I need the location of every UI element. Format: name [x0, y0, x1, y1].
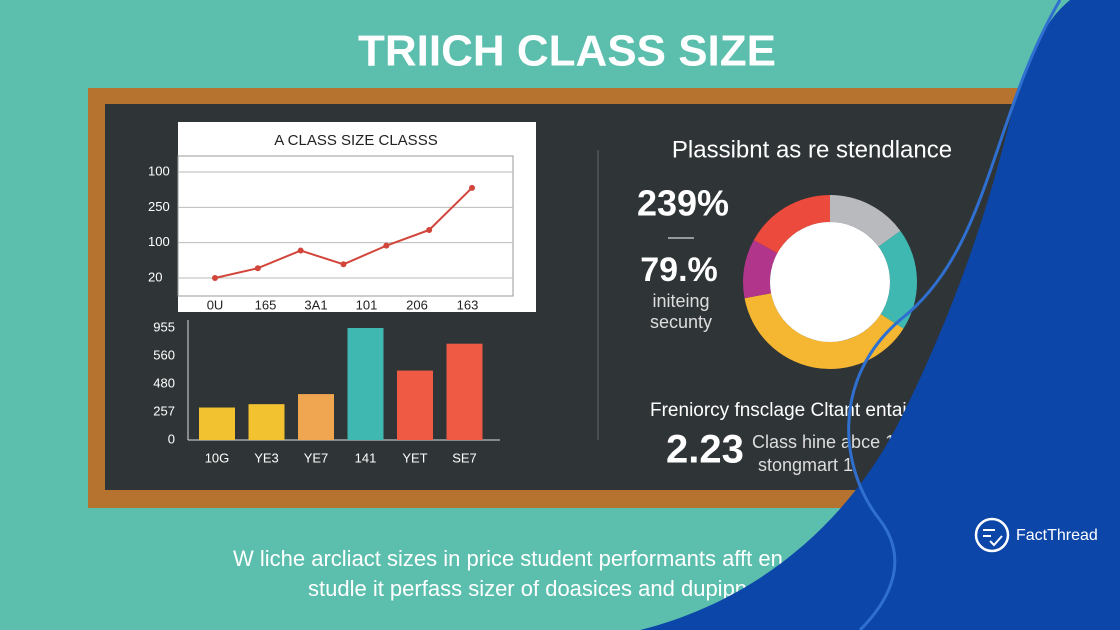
brand-icon-check — [983, 529, 1003, 547]
x-tick-label: SE7 — [452, 450, 477, 465]
stats-heading: Plassibnt as re stendlance — [672, 136, 952, 163]
point — [254, 265, 261, 272]
wave-line — [847, 0, 1062, 630]
bar — [199, 407, 235, 440]
x-tick-label: 206 — [406, 297, 428, 312]
y-tick-label: 480 — [153, 375, 175, 390]
stat-note: Class hine abce 1 — [752, 432, 895, 452]
x-tick-label: 163 — [457, 297, 479, 312]
y-tick-label: 955 — [153, 319, 175, 334]
donut-hole — [770, 222, 890, 342]
stat-note: stongmart 1 — [758, 455, 853, 475]
point — [469, 184, 475, 191]
x-tick-label: 3A1 — [304, 297, 327, 312]
x-tick-label: YE7 — [304, 450, 329, 465]
stat-second: 79.% — [640, 251, 718, 289]
brand: FactThread — [1016, 527, 1098, 544]
point — [212, 275, 218, 281]
x-tick-label: 141 — [355, 450, 377, 465]
y-tick-label: 257 — [153, 403, 175, 418]
point — [340, 261, 347, 268]
donut-slice — [753, 195, 830, 254]
y-tick-label: 100 — [148, 234, 170, 249]
stat-first: 239% — [637, 183, 729, 224]
line-title: A CLASS SIZE CLASSS — [274, 132, 437, 149]
bar — [397, 370, 433, 440]
y-tick-label: 20 — [148, 269, 162, 284]
x-tick-label: YET — [402, 450, 427, 465]
footer-line: W liche arcliact sizes in price student … — [233, 546, 783, 571]
stat-caption: initeing — [652, 291, 709, 311]
bar — [298, 394, 334, 440]
bar — [347, 328, 384, 440]
donut-slice — [878, 230, 917, 329]
donut-slice — [743, 240, 778, 299]
x-tick-label: 10G — [205, 450, 230, 465]
title: TRIICH CLASS SIZE — [358, 27, 776, 76]
footer-line: studle it perfass sizer of doasices and … — [308, 576, 747, 601]
x-tick-label: 0U — [207, 297, 224, 312]
y-tick-label: 0 — [168, 431, 175, 446]
bar — [248, 404, 285, 440]
x-tick-label: YE3 — [254, 450, 279, 465]
y-tick-label: 250 — [148, 199, 170, 214]
bar — [446, 343, 483, 440]
x-tick-label: 165 — [255, 297, 277, 312]
y-tick-label: 100 — [148, 163, 170, 178]
point — [426, 226, 433, 233]
donut-slice — [830, 195, 901, 247]
brand-icon — [974, 517, 1010, 553]
stat-big: 2.23 — [666, 428, 744, 472]
x-tick-label: 101 — [356, 297, 378, 312]
stats-subheading: Freniorcy fnsclage Cltant entai — [650, 400, 907, 421]
y-tick-label: 560 — [153, 347, 175, 362]
blue-shape — [640, 0, 1120, 630]
donut-slice — [744, 293, 904, 370]
point — [383, 242, 390, 249]
point — [297, 247, 304, 254]
stat-caption: secunty — [650, 312, 712, 332]
